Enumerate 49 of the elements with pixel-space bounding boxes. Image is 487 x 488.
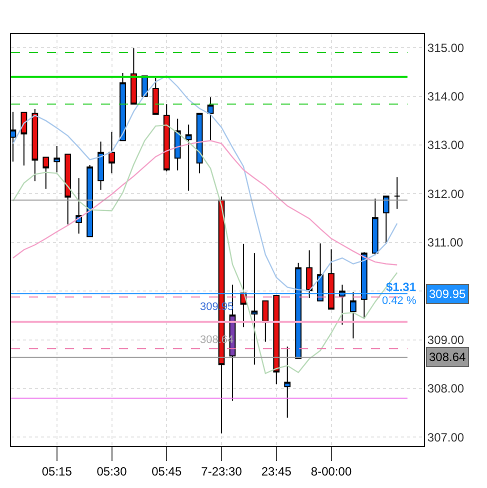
candlestick bbox=[64, 154, 72, 225]
candlestick bbox=[32, 108, 38, 182]
y-tick-label: 314.00 bbox=[427, 90, 464, 104]
candlestick bbox=[328, 248, 334, 310]
line-series bbox=[12, 140, 398, 266]
x-tick-label: 05:30 bbox=[96, 464, 128, 478]
x-tick-label: 05:45 bbox=[152, 464, 182, 478]
candlestick bbox=[120, 72, 126, 142]
candlestick bbox=[251, 252, 258, 366]
candlestick bbox=[42, 156, 50, 190]
candlestick bbox=[240, 243, 247, 328]
candlestick bbox=[20, 112, 28, 166]
candlestick bbox=[295, 262, 302, 359]
candlestick bbox=[163, 104, 170, 172]
candlestick bbox=[207, 96, 214, 142]
y-tick-label: 311.00 bbox=[427, 236, 464, 250]
candlestick bbox=[130, 48, 137, 105]
candlestick bbox=[262, 300, 269, 342]
candlestick bbox=[152, 77, 159, 115]
ref-line-label: 308.64 bbox=[429, 350, 466, 364]
annotation: $1.31 bbox=[386, 280, 416, 294]
x-tick-label: 8-00:00 bbox=[310, 464, 352, 478]
candlestick bbox=[273, 295, 280, 385]
candlestick bbox=[306, 250, 312, 298]
candlestick bbox=[339, 284, 346, 326]
candlestick bbox=[394, 176, 400, 210]
y-tick-label: 315.00 bbox=[427, 40, 464, 55]
y-tick-label: 308.00 bbox=[427, 382, 464, 396]
candlestick bbox=[350, 292, 356, 339]
candlestick bbox=[372, 198, 378, 256]
candlestick bbox=[382, 196, 390, 244]
candlestick bbox=[108, 131, 115, 174]
x-tick-label: 05:15 bbox=[42, 464, 72, 478]
candlestick bbox=[54, 146, 60, 173]
candlestick bbox=[284, 346, 291, 418]
y-tick-label: 312.00 bbox=[427, 186, 464, 201]
y-tick-label: 307.00 bbox=[427, 430, 464, 444]
y-tick-label: 309.00 bbox=[427, 333, 464, 348]
candlestick bbox=[76, 178, 82, 234]
candlestick bbox=[98, 141, 104, 190]
candlestick bbox=[174, 118, 181, 171]
x-tick-label: 23:45 bbox=[261, 464, 292, 478]
candlestick bbox=[185, 124, 192, 192]
candlestick bbox=[86, 164, 93, 238]
y-tick-label: 313.00 bbox=[427, 138, 464, 152]
ref-line-label: 309.95 bbox=[429, 287, 466, 301]
annotation: 0.42 % bbox=[382, 295, 416, 307]
x-tick-label: 7-23:30 bbox=[201, 464, 242, 478]
candlestick bbox=[361, 252, 368, 320]
